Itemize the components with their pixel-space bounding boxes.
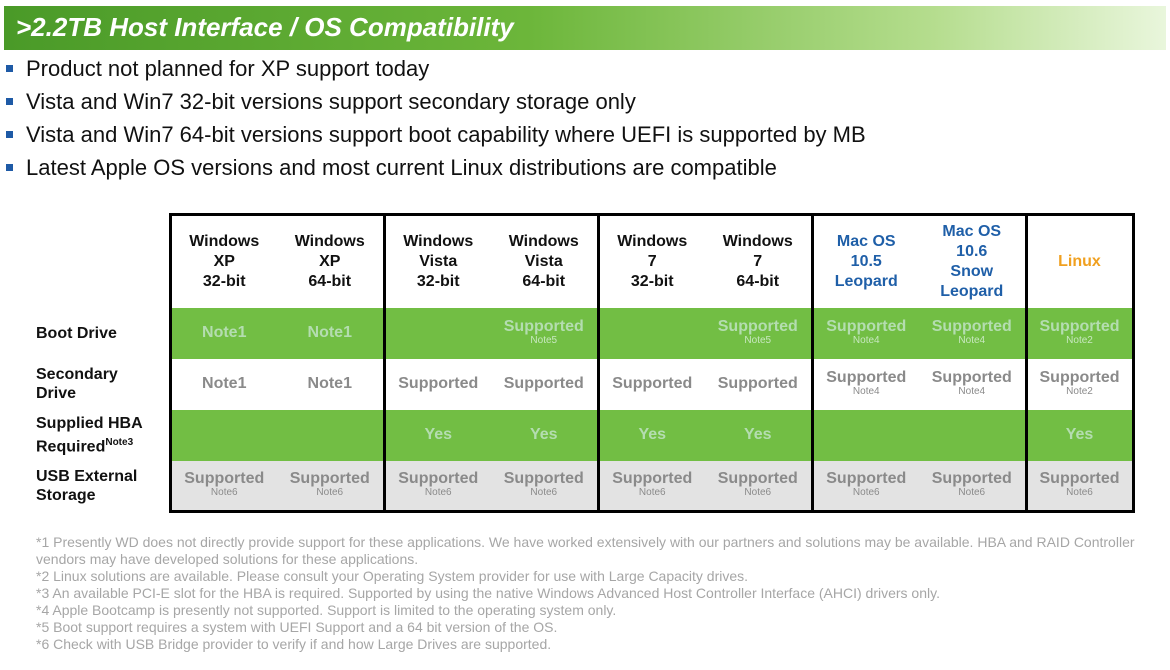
table-cell: Note1: [277, 358, 384, 410]
header-row: Windows XP 32-bit Windows XP 64-bit Windows V…: [30, 213, 1135, 308]
table-cell: Supported Note4: [919, 358, 1026, 410]
col-header-linux: Linux: [1024, 213, 1135, 308]
bullet-text: Product not planned for XP support today: [26, 56, 430, 81]
table-cell: Yes: [491, 409, 598, 461]
col-header-win7-64: Windows 7 64-bit: [705, 213, 812, 308]
table-cell: Supported: [491, 358, 598, 410]
compatibility-table: Windows XP 32-bit Windows XP 64-bit Windows V…: [30, 213, 1135, 513]
table-cell: Yes: [705, 409, 812, 461]
bullet-text: Vista and Win7 32-bit versions support s…: [26, 89, 636, 114]
table-cell: [168, 409, 277, 461]
footnote: *6 Check with USB Bridge provider to ver…: [36, 636, 552, 652]
row-header-secondary-drive: Secondary Drive: [30, 358, 170, 410]
table-row-usb-external: USB External Storage Supported Note6 Suppo…: [30, 460, 1135, 513]
bullet-item: Latest Apple OS versions and most curren…: [6, 153, 1156, 186]
compatibility-grid: Windows XP 32-bit Windows XP 64-bit Windows V…: [30, 213, 1135, 513]
table-cell: Supported Note6: [810, 460, 919, 513]
table-cell: Supported Note4: [810, 307, 919, 359]
table-cell: [382, 307, 491, 359]
table-cell: Supported Note6: [919, 460, 1026, 513]
row-header-usb-external: USB External Storage: [30, 460, 170, 512]
footnote: *4 Apple Bootcamp is presently not suppo…: [36, 602, 617, 618]
table-cell: Supported Note6: [1024, 460, 1135, 513]
bullet-item: Product not planned for XP support today: [6, 54, 1156, 87]
table-cell: Supported Note6: [277, 460, 384, 513]
table-cell: Supported: [705, 358, 812, 410]
table-cell: Supported Note6: [491, 460, 598, 513]
footnote: *1 Presently WD does not directly provid…: [36, 534, 1135, 567]
col-header-vista-32: Windows Vista 32-bit: [382, 213, 491, 308]
bullet-item: Vista and Win7 64-bit versions support b…: [6, 120, 1156, 153]
table-cell: Supported Note4: [919, 307, 1026, 359]
bullet-text: Vista and Win7 64-bit versions support b…: [26, 122, 866, 147]
col-header-winxp-32: Windows XP 32-bit: [168, 213, 277, 308]
table-cell: Supported Note2: [1024, 358, 1135, 410]
table-cell: Note1: [277, 307, 384, 359]
col-header-win7-32: Windows 7 32-bit: [596, 213, 705, 308]
page-title: >2.2TB Host Interface / OS Compatibility: [16, 12, 514, 42]
table-cell: Note1: [168, 307, 277, 359]
table-cell: Supported Note6: [382, 460, 491, 513]
footnote: *2 Linux solutions are available. Please…: [36, 568, 749, 584]
bullet-square-icon: [6, 98, 13, 105]
table-cell: Supported: [382, 358, 491, 410]
title-bar: >2.2TB Host Interface / OS Compatibility: [4, 6, 1166, 50]
bullet-list: Product not planned for XP support today…: [6, 54, 1156, 186]
footnotes: *1 Presently WD does not directly provid…: [36, 534, 1136, 653]
table-row-supplied-hba: Supplied HBA RequiredNote3 Yes Yes Yes Ye…: [30, 409, 1135, 461]
col-header-mac-105: Mac OS 10.5 Leopard: [810, 213, 919, 308]
table-cell: Yes: [382, 409, 491, 461]
table-cell: Supported Note6: [168, 460, 277, 513]
table-cell: Yes: [596, 409, 705, 461]
bullet-square-icon: [6, 65, 13, 72]
row-header-supplied-hba: Supplied HBA RequiredNote3: [30, 409, 170, 461]
table-row-secondary-drive: Secondary Drive Note1 Note1 Supported Sup…: [30, 358, 1135, 410]
bullet-text: Latest Apple OS versions and most curren…: [26, 155, 777, 180]
table-cell: Supported Note2: [1024, 307, 1135, 359]
footnote: *3 An available PCI-E slot for the HBA i…: [36, 585, 940, 601]
table-cell: Note1: [168, 358, 277, 410]
bullet-square-icon: [6, 131, 13, 138]
table-corner: [30, 214, 170, 308]
table-cell: [277, 409, 384, 461]
col-header-winxp-64: Windows XP 64-bit: [277, 213, 384, 308]
table-cell: [810, 409, 919, 461]
table-cell: [919, 409, 1026, 461]
bullet-square-icon: [6, 164, 13, 171]
footnote: *5 Boot support requires a system with U…: [36, 619, 558, 635]
table-row-boot-drive: Boot Drive Note1 Note1 Supported Note5 Su…: [30, 307, 1135, 359]
table-cell: [596, 307, 705, 359]
col-header-vista-64: Windows Vista 64-bit: [491, 213, 598, 308]
row-header-boot-drive: Boot Drive: [30, 307, 170, 359]
table-cell: Supported Note6: [705, 460, 812, 513]
table-cell: Supported Note6: [596, 460, 705, 513]
col-header-mac-106: Mac OS 10.6 Snow Leopard: [919, 213, 1026, 308]
table-cell: Yes: [1024, 409, 1135, 461]
table-cell: Supported Note4: [810, 358, 919, 410]
table-cell: Supported Note5: [491, 307, 598, 359]
table-cell: Supported Note5: [705, 307, 812, 359]
table-cell: Supported: [596, 358, 705, 410]
bullet-item: Vista and Win7 32-bit versions support s…: [6, 87, 1156, 120]
